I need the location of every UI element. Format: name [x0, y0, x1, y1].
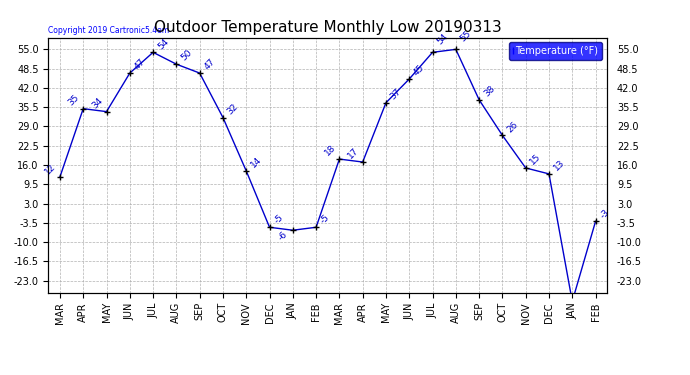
Text: -6: -6 — [276, 230, 289, 243]
Legend: Temperature (°F): Temperature (°F) — [509, 42, 602, 60]
Text: 18: 18 — [323, 143, 337, 158]
Text: 47: 47 — [132, 57, 147, 72]
Text: 12: 12 — [43, 162, 58, 177]
Text: 54: 54 — [435, 32, 450, 47]
Text: -5: -5 — [273, 213, 285, 226]
Text: 13: 13 — [552, 158, 566, 172]
Text: 32: 32 — [226, 102, 240, 116]
Text: Copyright 2019 Cartronic5.4em: Copyright 2019 Cartronic5.4em — [48, 26, 170, 35]
Text: -5: -5 — [319, 213, 332, 226]
Text: 45: 45 — [412, 63, 426, 78]
Text: 15: 15 — [529, 152, 543, 166]
Text: -3: -3 — [598, 207, 611, 220]
Title: Outdoor Temperature Monthly Low 20190313: Outdoor Temperature Monthly Low 20190313 — [154, 20, 502, 35]
Text: 47: 47 — [202, 57, 217, 72]
Text: 35: 35 — [66, 93, 81, 107]
Text: 50: 50 — [179, 48, 194, 63]
Text: 54: 54 — [156, 36, 170, 51]
Text: 14: 14 — [249, 155, 264, 170]
Text: 34: 34 — [90, 96, 104, 110]
Text: 55: 55 — [459, 29, 473, 44]
Text: 37: 37 — [388, 87, 403, 101]
Text: 17: 17 — [346, 146, 360, 160]
Text: -30: -30 — [0, 374, 1, 375]
Text: 26: 26 — [505, 120, 520, 134]
Text: 38: 38 — [482, 84, 496, 98]
